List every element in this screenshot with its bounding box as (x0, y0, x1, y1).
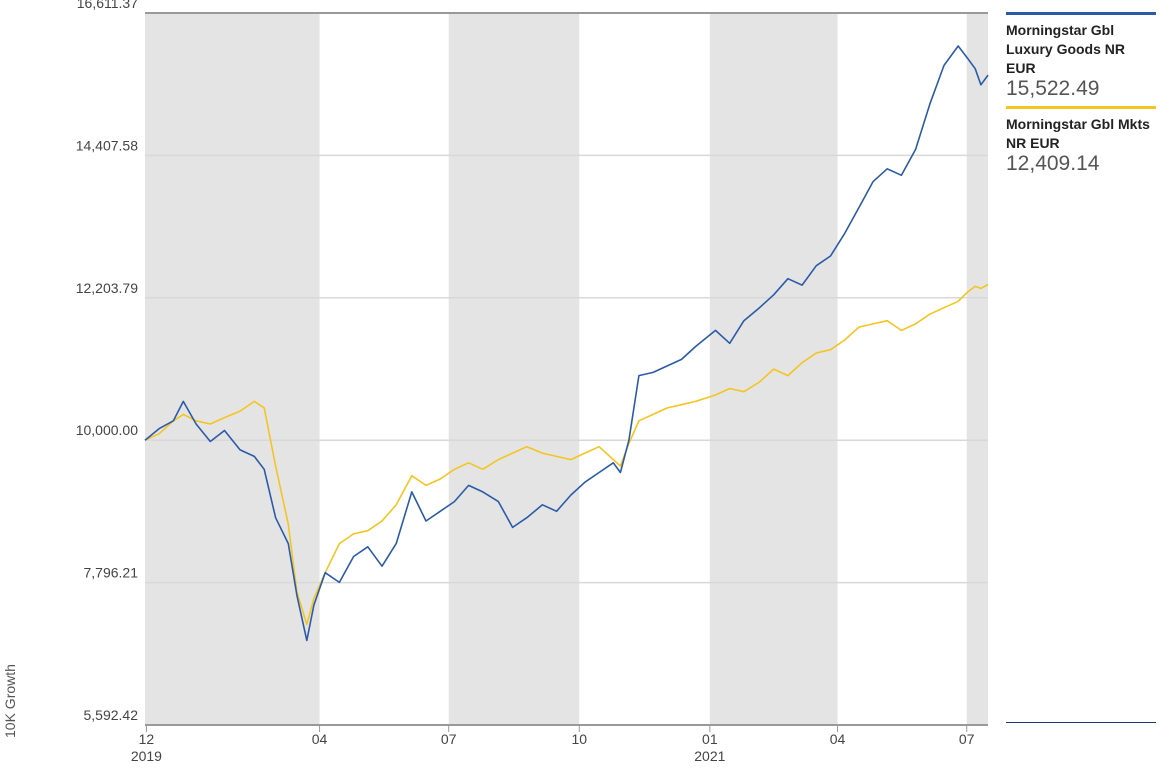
shaded-band (448, 13, 580, 725)
y-tick-label: 10,000.00 (76, 422, 138, 438)
shaded-quarter-bands (145, 13, 988, 725)
x-tick-label: 04 (830, 731, 846, 747)
y-axis-ticks: 16,611.37 14,407.58 12,203.79 10,000.00 7,79… (76, 0, 139, 723)
series-lines (144, 45, 989, 642)
shaded-band (966, 13, 988, 725)
legend-series-name: Morningstar Gbl Mkts NR EUR (1006, 116, 1150, 151)
legend: Morningstar Gbl Luxury Goods NR EUR 15,5… (1006, 12, 1156, 181)
legend-item-global-markets: Morningstar Gbl Mkts NR EUR 12,409.14 (1006, 106, 1156, 175)
x-tick-label: 07 (959, 731, 975, 747)
x-tick-label: 10 (571, 731, 587, 747)
series-line-luxury-goods (144, 45, 989, 642)
x-tick-label: 04 (312, 731, 328, 747)
y-tick-label: 12,203.79 (76, 280, 138, 296)
y-tick-label: 5,592.42 (84, 707, 139, 723)
legend-series-name: Morningstar Gbl Luxury Goods NR EUR (1006, 22, 1126, 76)
x-tick-label: 12 (139, 731, 155, 747)
y-axis-label: 10K Growth (2, 664, 18, 738)
legend-bottom-rule (1006, 722, 1156, 723)
x-tick-label: 07 (441, 731, 457, 747)
legend-series-value: 12,409.14 (1006, 152, 1100, 175)
x-tick-year-label: 2021 (694, 748, 725, 764)
x-tick-label: 01 (702, 731, 718, 747)
y-tick-label: 16,611.37 (77, 0, 138, 11)
y-tick-label: 14,407.58 (76, 137, 138, 153)
x-tick-year-label: 2019 (131, 748, 162, 764)
legend-series-value: 15,522.49 (1006, 77, 1100, 100)
shaded-band (145, 13, 320, 725)
series-line-global-markets (144, 283, 989, 626)
y-tick-label: 7,796.21 (84, 565, 139, 581)
legend-item-luxury-goods: Morningstar Gbl Luxury Goods NR EUR 15,5… (1006, 12, 1156, 100)
